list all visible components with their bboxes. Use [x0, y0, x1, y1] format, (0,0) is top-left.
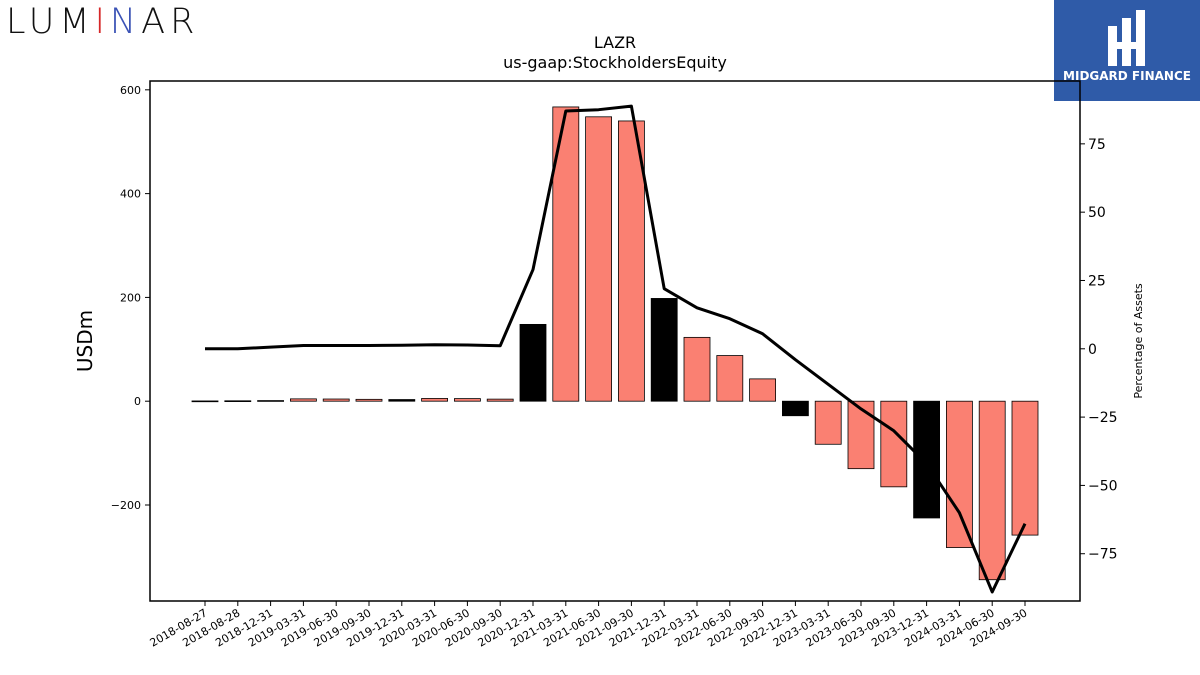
- logo-letter: A: [141, 2, 171, 42]
- plot-frame: [149, 80, 1081, 602]
- bar: [913, 400, 940, 519]
- midgard-finance-emblem: [1108, 10, 1145, 66]
- bar: [650, 298, 678, 402]
- y-tick-label: 0: [134, 395, 141, 408]
- chart-subtitle: us-gaap:StockholdersEquity: [503, 53, 727, 72]
- y2-tick-label: 75: [1088, 137, 1106, 153]
- y2-tick-label: 50: [1088, 205, 1106, 221]
- bar: [421, 398, 449, 402]
- bar: [224, 400, 252, 402]
- midgard-finance-logo: MIDGARD FINANCE: [1054, 0, 1200, 101]
- bar: [191, 400, 219, 403]
- y2-tick-label: −75: [1088, 547, 1118, 563]
- bar: [355, 398, 383, 402]
- bar: [289, 398, 317, 402]
- bar: [978, 400, 1006, 581]
- logo-letter: I: [94, 2, 110, 42]
- bar: [322, 398, 350, 402]
- luminar-logo: LUMINAR: [6, 2, 199, 42]
- bar: [257, 400, 285, 402]
- logo-letter: R: [170, 2, 200, 42]
- y-tick-label: 200: [120, 291, 141, 304]
- bar: [847, 400, 875, 470]
- logo-letter: M: [59, 2, 95, 42]
- y2-axis-label: Percentage of Assets: [1132, 283, 1145, 399]
- bar: [519, 323, 547, 402]
- logo-letter: U: [28, 2, 60, 42]
- y-tick-label: 600: [120, 84, 141, 97]
- equity-pct-line: [205, 104, 1027, 594]
- bar: [814, 400, 842, 445]
- bar: [716, 355, 744, 402]
- logo-letter: L: [6, 2, 29, 42]
- bar: [782, 400, 809, 417]
- chart-title: LAZR: [594, 33, 636, 52]
- bar: [453, 398, 481, 402]
- y-tick-label: −200: [111, 499, 141, 512]
- bar: [618, 120, 645, 402]
- bar: [946, 400, 973, 548]
- bar: [486, 398, 514, 402]
- bar: [683, 336, 711, 402]
- y2-tick-label: −50: [1088, 478, 1118, 494]
- bar: [749, 378, 776, 402]
- bar: [880, 400, 908, 488]
- y-tick-label: 400: [120, 188, 141, 201]
- y2-tick-label: 0: [1088, 342, 1097, 358]
- bar: [585, 116, 612, 402]
- y2-tick-label: 25: [1088, 273, 1106, 289]
- y2-tick-label: −25: [1088, 410, 1118, 426]
- y-axis-label: USDm: [73, 310, 97, 372]
- bar: [388, 399, 416, 402]
- bar: [1011, 400, 1039, 536]
- logo-letter: N: [109, 2, 142, 42]
- midgard-finance-wordmark: MIDGARD FINANCE: [1063, 69, 1191, 83]
